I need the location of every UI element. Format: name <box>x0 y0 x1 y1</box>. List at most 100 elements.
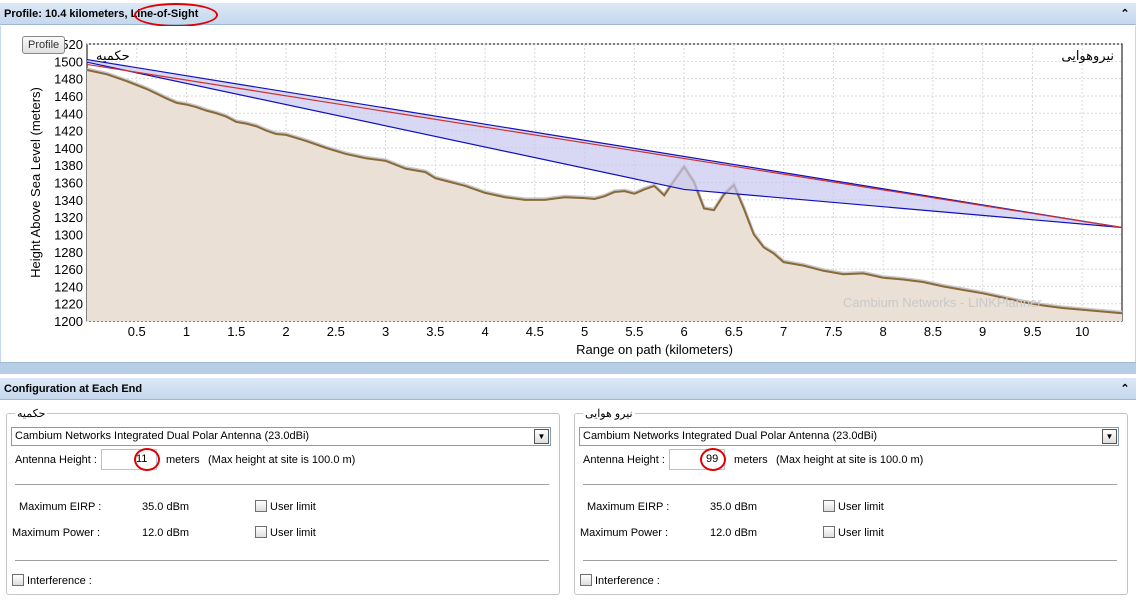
y-tick-label: 1200 <box>54 314 83 329</box>
left-site-label: حکمیه <box>96 49 130 64</box>
config-panel-header: Configuration at Each End ⌃ <box>0 378 1136 400</box>
x-tick-label: 4 <box>481 324 488 339</box>
x-tick-label: 10 <box>1075 324 1089 339</box>
divider <box>15 560 549 561</box>
fresnel-lower-line <box>86 61 1123 229</box>
y-tick-label: 1240 <box>54 279 83 294</box>
line-of-sight-line <box>86 63 1123 229</box>
y-tick-label: 1500 <box>54 54 83 69</box>
x-tick-label: 5.5 <box>625 324 643 339</box>
user-limit-label: User limit <box>270 527 316 539</box>
divider <box>583 484 1117 485</box>
y-tick-label: 1280 <box>54 245 83 260</box>
y-tick-label: 1400 <box>54 141 83 156</box>
interference-label: Interference : <box>27 575 92 587</box>
y-tick-label: 1340 <box>54 193 83 208</box>
max-eirp-value: 35.0 dBm <box>710 501 758 513</box>
x-tick-label: 2 <box>282 324 289 339</box>
meters-label: meters <box>734 454 768 466</box>
max-power-value: 12.0 dBm <box>710 527 758 539</box>
antenna-select-left[interactable]: Cambium Networks Integrated Dual Polar A… <box>11 427 551 446</box>
x-axis-label: Range on path (kilometers) <box>576 342 733 357</box>
fresnel-upper-line <box>86 58 1123 229</box>
config-area: حکمیه Cambium Networks Integrated Dual P… <box>0 401 1136 602</box>
terrain-area <box>87 69 1122 321</box>
y-tick-label: 1440 <box>54 106 83 121</box>
user-limit-label: User limit <box>838 527 884 539</box>
profile-chart-area: 0.5 1 1.5 2 2.5 3 3.5 4 4.5 5 5.5 6 6.5 7 7.5 8 8.5 9 9.5 1… <box>0 26 1136 362</box>
max-power-label: Maximum Power : <box>580 527 669 539</box>
user-limit-label: User limit <box>838 501 884 513</box>
antenna-select-right[interactable]: Cambium Networks Integrated Dual Polar A… <box>579 427 1119 446</box>
y-tick-label: 1420 <box>54 124 83 139</box>
antenna-select-value: Cambium Networks Integrated Dual Polar A… <box>15 430 310 442</box>
x-tick-label: 6 <box>680 324 687 339</box>
max-power-label: Maximum Power : <box>12 527 101 539</box>
profile-collapse-icon[interactable]: ⌃ <box>1120 8 1130 20</box>
y-tick-label: 1360 <box>54 176 83 191</box>
y-tick-label: 1380 <box>54 158 83 173</box>
splitter-gap <box>0 374 1136 378</box>
interference-checkbox-left[interactable] <box>12 574 24 586</box>
x-tick-label: 8.5 <box>924 324 942 339</box>
max-power-value: 12.0 dBm <box>142 527 190 539</box>
los-highlight-circle <box>134 3 218 27</box>
x-tick-label: 1.5 <box>227 324 245 339</box>
user-limit-eirp-checkbox[interactable] <box>255 500 267 512</box>
antenna-select-value: Cambium Networks Integrated Dual Polar A… <box>583 430 878 442</box>
end-name-right: نیرو هوایی <box>583 407 635 420</box>
max-eirp-label: Maximum EIRP : <box>587 501 670 513</box>
interference-label: Interference : <box>595 575 660 587</box>
max-eirp-value: 35.0 dBm <box>142 501 190 513</box>
height-highlight-circle <box>700 448 726 471</box>
config-title: Configuration at Each End <box>4 383 143 395</box>
profile-tooltip: Profile <box>22 36 66 54</box>
dropdown-arrow-icon[interactable]: ▼ <box>1102 429 1117 444</box>
y-tick-label: 1300 <box>54 227 83 242</box>
x-tick-label: 1 <box>183 324 190 339</box>
meters-label: meters <box>166 454 200 466</box>
y-tick-label: 1320 <box>54 210 83 225</box>
x-tick-label: 8 <box>880 324 887 339</box>
height-highlight-circle <box>134 448 160 471</box>
x-tick-label: 9 <box>979 324 986 339</box>
user-limit-power-checkbox[interactable] <box>823 526 835 538</box>
user-limit-power-checkbox[interactable] <box>255 526 267 538</box>
antenna-height-label: Antenna Height : <box>583 454 665 466</box>
watermark: Cambium Networks - LINKPlanner <box>843 295 1042 310</box>
profile-title: Profile: 10.4 kilometers, <box>4 8 131 20</box>
end-group-right: نیرو هوایی Cambium Networks Integrated D… <box>574 407 1128 595</box>
x-tick-label: 3.5 <box>426 324 444 339</box>
x-tick-label: 2.5 <box>327 324 345 339</box>
y-tick-label: 1220 <box>54 297 83 312</box>
x-tick-label: 9.5 <box>1023 324 1041 339</box>
max-eirp-label: Maximum EIRP : <box>19 501 102 513</box>
antenna-height-label: Antenna Height : <box>15 454 97 466</box>
y-axis-label: Height Above Sea Level (meters) <box>28 87 43 278</box>
end-group-left: حکمیه Cambium Networks Integrated Dual P… <box>6 407 560 595</box>
user-limit-eirp-checkbox[interactable] <box>823 500 835 512</box>
end-name-left: حکمیه <box>15 407 48 420</box>
max-height-note: (Max height at site is 100.0 m) <box>208 454 356 466</box>
x-tick-label: 3 <box>382 324 389 339</box>
x-tick-label: 4.5 <box>526 324 544 339</box>
y-tick-label: 1460 <box>54 89 83 104</box>
config-collapse-icon[interactable]: ⌃ <box>1120 383 1130 395</box>
x-tick-label: 7 <box>780 324 787 339</box>
interference-checkbox-right[interactable] <box>580 574 592 586</box>
max-height-note: (Max height at site is 100.0 m) <box>776 454 924 466</box>
x-tick-label: 7.5 <box>824 324 842 339</box>
profile-chart: 0.5 1 1.5 2 2.5 3 3.5 4 4.5 5 5.5 6 6.5 7 7.5 8 8.5 9 9.5 1… <box>28 37 1123 357</box>
right-site-label: نیروهوایی <box>1061 49 1114 64</box>
divider <box>15 484 549 485</box>
panel-splitter[interactable] <box>0 362 1136 374</box>
x-tick-label: 6.5 <box>725 324 743 339</box>
y-tick-label: 1480 <box>54 72 83 87</box>
terrain-line <box>86 68 1123 315</box>
x-tick-label: 0.5 <box>128 324 146 339</box>
dropdown-arrow-icon[interactable]: ▼ <box>534 429 549 444</box>
divider <box>583 560 1117 561</box>
y-tick-label: 1260 <box>54 262 83 277</box>
x-tick-label: 5 <box>581 324 588 339</box>
user-limit-label: User limit <box>270 501 316 513</box>
